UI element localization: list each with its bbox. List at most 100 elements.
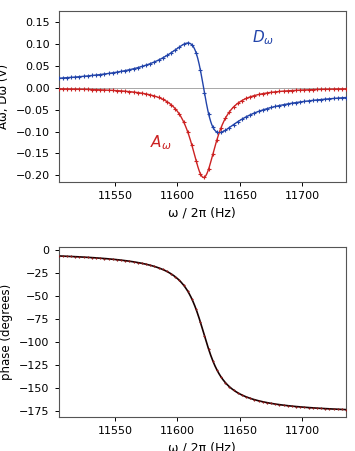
Point — [310, 97, 316, 104]
Point — [281, 401, 286, 409]
Point — [231, 387, 236, 394]
Point — [181, 281, 186, 289]
Point — [285, 100, 291, 107]
Point — [160, 96, 165, 103]
Point — [226, 124, 232, 131]
Point — [223, 115, 228, 122]
Point — [272, 88, 278, 96]
Point — [139, 260, 145, 267]
Point — [281, 87, 286, 95]
Point — [297, 98, 303, 106]
Point — [239, 115, 245, 123]
Point — [302, 404, 307, 411]
Point — [318, 86, 324, 93]
Point — [314, 97, 320, 104]
Point — [306, 97, 311, 105]
Point — [181, 118, 186, 125]
Point — [272, 400, 278, 408]
Point — [189, 41, 195, 48]
Point — [160, 266, 165, 273]
Point — [122, 87, 128, 95]
Point — [164, 268, 170, 275]
Point — [156, 264, 162, 272]
Point — [339, 94, 345, 101]
Point — [256, 108, 261, 115]
Point — [93, 71, 99, 78]
Point — [60, 253, 66, 260]
Point — [264, 399, 270, 406]
Point — [339, 406, 345, 413]
Point — [135, 89, 141, 96]
Point — [185, 129, 191, 136]
Point — [235, 389, 241, 396]
Point — [335, 95, 341, 102]
Point — [293, 99, 299, 106]
Point — [77, 86, 82, 93]
Point — [243, 113, 249, 120]
Point — [210, 151, 215, 158]
Point — [102, 86, 107, 93]
Point — [268, 400, 274, 407]
Point — [64, 253, 70, 260]
Point — [252, 396, 257, 403]
Point — [343, 94, 349, 101]
Point — [322, 96, 328, 103]
Point — [156, 56, 162, 64]
Point — [56, 85, 61, 92]
Point — [176, 110, 182, 118]
Point — [327, 405, 332, 413]
Point — [331, 95, 337, 102]
Point — [173, 105, 178, 112]
Point — [193, 306, 199, 313]
Text: $A_\omega$: $A_\omega$ — [150, 133, 171, 152]
Point — [102, 255, 107, 262]
Point — [268, 104, 274, 111]
Point — [243, 393, 249, 400]
Text: $D_\omega$: $D_\omega$ — [252, 28, 274, 46]
Point — [89, 72, 95, 79]
Point — [68, 85, 74, 92]
Point — [64, 85, 70, 92]
Point — [297, 403, 303, 410]
Point — [164, 52, 170, 59]
Point — [122, 67, 128, 74]
Point — [223, 379, 228, 386]
Point — [226, 108, 232, 115]
Point — [197, 66, 203, 73]
Point — [118, 87, 124, 95]
Point — [152, 92, 157, 100]
Point — [139, 90, 145, 97]
Point — [143, 90, 149, 97]
Point — [93, 86, 99, 93]
Point — [197, 170, 203, 177]
Point — [68, 253, 74, 260]
Point — [131, 258, 136, 266]
Point — [343, 406, 349, 413]
Point — [106, 87, 111, 94]
Point — [214, 366, 220, 373]
Point — [314, 86, 320, 93]
Point — [176, 43, 182, 51]
Point — [72, 74, 78, 81]
Point — [176, 277, 182, 284]
Point — [206, 110, 212, 117]
Point — [102, 70, 107, 78]
Point — [289, 403, 295, 410]
Point — [106, 70, 111, 77]
Point — [168, 101, 174, 108]
Point — [202, 89, 207, 96]
Point — [272, 103, 278, 110]
Point — [93, 254, 99, 262]
Point — [306, 404, 311, 411]
Point — [285, 402, 291, 410]
Point — [97, 86, 103, 93]
Point — [252, 92, 257, 99]
Point — [173, 46, 178, 54]
Point — [318, 405, 324, 412]
Point — [60, 74, 66, 82]
Point — [214, 136, 220, 143]
Point — [114, 69, 120, 76]
Point — [114, 256, 120, 263]
Point — [131, 88, 136, 96]
Point — [268, 89, 274, 96]
